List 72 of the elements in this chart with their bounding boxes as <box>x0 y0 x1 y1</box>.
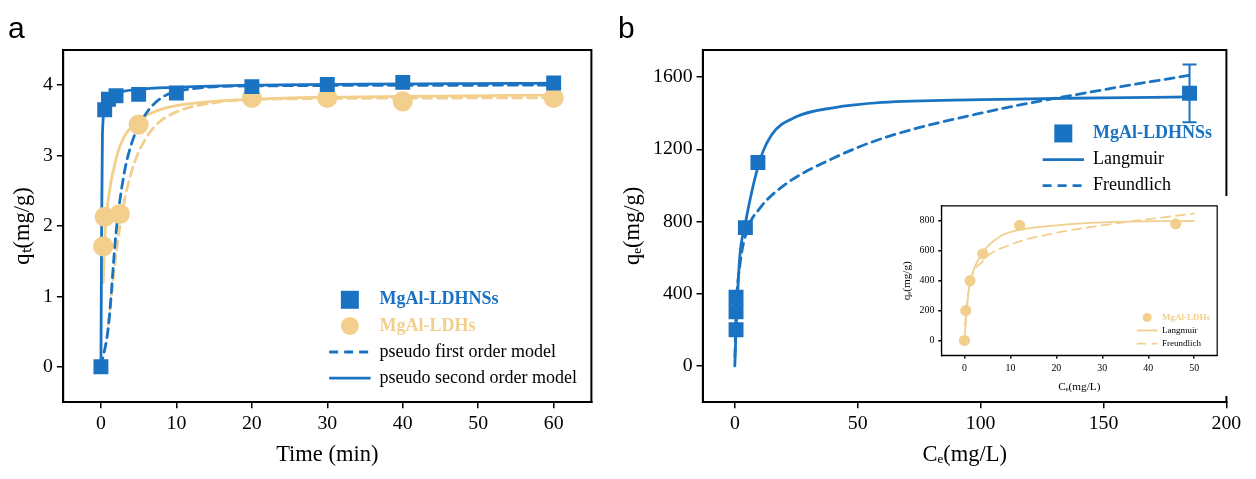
x-tick-label: 200 <box>1211 411 1242 434</box>
x-tick-label: 150 <box>1088 411 1119 434</box>
x-tick-label: 50 <box>468 411 489 434</box>
point <box>131 86 147 102</box>
x-tick-label: 100 <box>965 411 996 434</box>
y-axis-title: qₑ(mg/g) <box>899 260 913 301</box>
y-tick-label: 4 <box>43 72 53 95</box>
x-tick-label: 30 <box>1097 362 1108 374</box>
point <box>728 304 744 320</box>
y-axis-title: qₜ(mg/g) <box>9 187 35 265</box>
y-tick-label: 800 <box>919 214 935 226</box>
x-tick-label: 60 <box>543 411 564 434</box>
point <box>960 305 972 317</box>
x-tick-label: 50 <box>847 411 868 434</box>
point <box>728 289 744 305</box>
legend-label: Langmuir <box>1093 148 1164 169</box>
chart-title: b <box>618 11 635 45</box>
legend-label: MgAl-LDHs <box>1162 311 1211 322</box>
y-tick-label: 2 <box>43 213 53 236</box>
y-tick-label: 600 <box>919 244 935 256</box>
point <box>737 220 753 236</box>
y-tick-label: 400 <box>662 280 693 303</box>
y-tick-label: 0 <box>929 334 935 346</box>
legend-label: pseudo second order model <box>379 366 578 387</box>
x-tick-label: 20 <box>241 411 262 434</box>
x-tick-label: 0 <box>95 411 106 434</box>
y-axis-title: qₑ(mg/g) <box>619 186 645 266</box>
legend-label: MgAl-LDHNSs <box>379 288 499 309</box>
point <box>750 154 766 170</box>
x-axis-title: Cₑ(mg/L) <box>922 441 1007 467</box>
point <box>728 322 744 338</box>
x-tick-label: 40 <box>392 411 413 434</box>
point <box>244 79 260 95</box>
point <box>93 359 109 375</box>
point <box>1170 218 1182 230</box>
x-tick-label: 10 <box>1005 362 1016 374</box>
legend-label: pseudo first order model <box>379 340 557 361</box>
x-axis-title: Time (min) <box>276 441 379 467</box>
y-tick-label: 400 <box>919 274 935 286</box>
legend-label: MgAl-LDHs <box>379 314 476 335</box>
point <box>964 275 976 287</box>
point <box>392 91 413 112</box>
legend-label: Langmuir <box>1162 324 1198 335</box>
point <box>1013 219 1026 231</box>
x-tick-label: 40 <box>1143 362 1154 374</box>
chart-title: a <box>8 11 25 45</box>
legend-label: MgAl-LDHNSs <box>1093 122 1213 143</box>
point <box>958 334 971 347</box>
y-tick-label: 3 <box>43 142 53 165</box>
x-tick-label: 20 <box>1051 362 1062 374</box>
y-tick-label: 1 <box>43 283 53 306</box>
y-tick-label: 800 <box>662 208 693 231</box>
x-tick-label: 0 <box>961 362 967 374</box>
legend-label: Freundlich <box>1093 174 1171 195</box>
y-tick-label: 200 <box>919 304 935 316</box>
point <box>108 88 124 104</box>
point <box>128 114 149 135</box>
x-tick-label: 30 <box>317 411 338 434</box>
point <box>977 248 989 260</box>
x-tick-label: 0 <box>729 411 740 434</box>
point <box>109 203 130 225</box>
point <box>395 74 411 90</box>
point <box>93 236 114 257</box>
y-tick-label: 1600 <box>653 64 693 87</box>
point <box>168 85 184 101</box>
x-tick-label: 10 <box>166 411 187 434</box>
y-tick-label: 1200 <box>653 136 693 159</box>
legend-label: Freundlich <box>1162 337 1202 348</box>
point <box>546 75 562 91</box>
x-axis-title: Cₑ(mg/L) <box>1058 380 1101 394</box>
point <box>319 77 335 92</box>
x-tick-label: 50 <box>1189 362 1200 374</box>
